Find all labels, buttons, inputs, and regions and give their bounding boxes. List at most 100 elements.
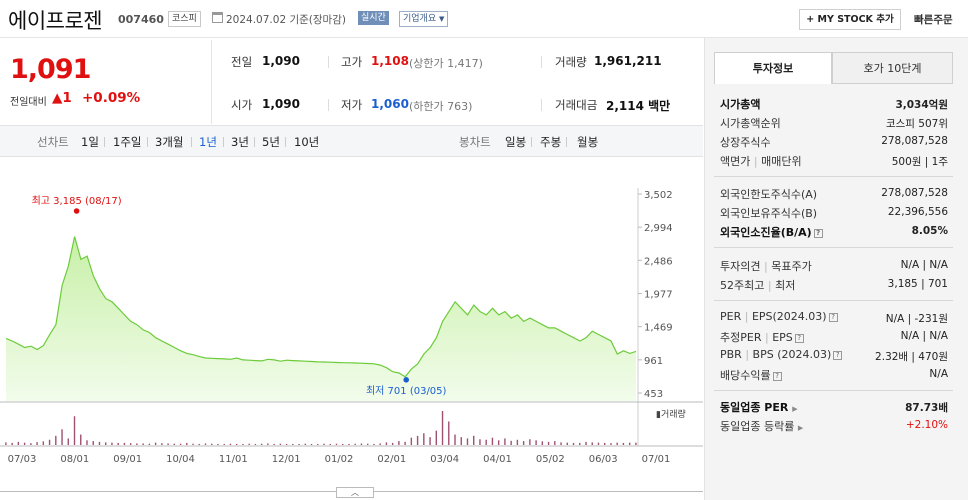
volume-bar [129, 443, 132, 445]
open-value: 1,090 [262, 97, 300, 111]
foreign-hold-label: 외국인보유주식수(B) [720, 207, 818, 220]
price-chart[interactable]: 3,502 2,994 2,486 1,977 1,469 961 453 ▮거래량 07/… [0, 158, 703, 488]
candle-monthly[interactable]: 월봉 [577, 135, 599, 149]
volume-bar [279, 443, 282, 445]
per-eps-label: PER | EPS(2024.03)? [720, 310, 838, 323]
volume-bar [217, 443, 219, 445]
volume-bar [254, 443, 257, 445]
listed-shares-value: 278,087,528 [881, 135, 948, 147]
period-1w[interactable]: 1주일 [113, 135, 142, 149]
foreign-ratio-row: 외국인소진율(B/A)? [720, 224, 823, 240]
amount-label: 거래대금 [555, 98, 598, 112]
volume-bar [148, 443, 151, 445]
industry-change-value: +2.10% [905, 419, 948, 431]
realtime-button[interactable]: 실시간 [358, 11, 389, 25]
volume-bar [423, 433, 425, 445]
volume-bar [466, 438, 469, 445]
volume-bar [42, 441, 45, 445]
volume-bar [48, 439, 51, 445]
industry-per-row[interactable]: 동일업종 PER ▶ [720, 399, 798, 415]
industry-change-row[interactable]: 동일업종 등락률 ▶ [720, 418, 803, 434]
date-label: 2024.07.02 기준(장마감) [226, 14, 346, 26]
volume-bar [142, 443, 144, 445]
volume-bar [285, 443, 288, 445]
candle-weekly[interactable]: 주봉 [540, 135, 562, 149]
period-1y-selected[interactable]: 1년 [199, 135, 217, 149]
change-label: 전일대비 [10, 97, 47, 108]
header [0, 0, 968, 38]
volume-bar [510, 440, 512, 445]
tab-quote-10[interactable]: 호가 10단계 [832, 52, 953, 84]
x-tick-label: 07/03 [8, 454, 37, 465]
volume-bar [379, 443, 381, 445]
help-icon[interactable]: ? [833, 351, 843, 360]
volume-bar [416, 435, 419, 445]
opinion-target-label: 투자의견 | 목표주가 [720, 260, 812, 273]
volume-bar [304, 443, 307, 445]
x-tick-label: 04/01 [483, 454, 512, 465]
volume-bar [273, 443, 275, 445]
volume-bar [497, 440, 500, 445]
bps-label: BPS (2024.03) [752, 348, 832, 361]
y-tick-label: 453 [644, 389, 663, 400]
period-5y[interactable]: 5년 [262, 135, 280, 149]
market-badge: 코스피 [168, 11, 201, 27]
period-10y[interactable]: 10년 [294, 135, 320, 149]
high-marker [73, 208, 80, 214]
low-value: 1,060 [371, 97, 409, 111]
x-tick-label: 01/02 [325, 454, 354, 465]
pbr-bps-value: 2.32배 | 470원 [875, 351, 948, 363]
my-stock-add-button[interactable]: + MY STOCK 추가 [799, 9, 901, 30]
tab-invest-info[interactable]: 투자정보 [714, 52, 832, 84]
industry-per-value: 87.73배 [905, 402, 948, 414]
volume-bar [604, 442, 606, 445]
volume-bar [354, 443, 356, 445]
y-tick-label: 2,994 [644, 223, 673, 234]
x-tick-label: 03/04 [430, 454, 459, 465]
calendar-icon [212, 12, 223, 23]
period-1d[interactable]: 1일 [81, 135, 99, 149]
volume-bar [579, 442, 581, 445]
low-label: 저가 [341, 98, 363, 112]
quick-order-button[interactable]: 빠른주문 [914, 14, 953, 26]
volume-bar [136, 443, 138, 445]
help-icon[interactable]: ? [828, 313, 838, 322]
period-3m[interactable]: 3개월 [155, 135, 184, 149]
help-icon[interactable]: ? [794, 334, 804, 343]
volume-bar [454, 434, 456, 445]
divider [211, 40, 212, 124]
volume-bar [36, 442, 38, 445]
per-eps-value: N/A | -231원 [885, 313, 948, 325]
volume-bar [267, 443, 269, 445]
market-cap-rank-value: 코스피 507위 [885, 118, 948, 130]
volume-bar [491, 437, 494, 445]
foreign-hold-value: 22,396,556 [887, 206, 948, 218]
collapse-chart-button[interactable]: ︿ [336, 487, 374, 498]
volume-bar [298, 443, 300, 445]
period-3y[interactable]: 3년 [231, 135, 249, 149]
volume-bar [410, 437, 413, 445]
upper-limit: (상한가 1,417) [409, 57, 483, 70]
help-icon[interactable]: ? [772, 372, 782, 381]
volume-bar [541, 441, 544, 445]
volume-bar [560, 442, 562, 445]
change-amount: ▲1 [52, 90, 72, 106]
company-overview-dropdown[interactable]: 기업개요 ▼ [399, 11, 449, 27]
divider [285, 137, 286, 147]
candle-daily[interactable]: 일봉 [505, 135, 527, 149]
divider [328, 99, 329, 111]
volume-bar [398, 441, 400, 445]
target-label: 목표주가 [771, 260, 812, 273]
volume-bar [192, 443, 194, 445]
volume-bar [429, 437, 431, 445]
y-tick-label: 961 [644, 356, 663, 367]
help-icon[interactable]: ? [813, 229, 823, 238]
open-label: 시가 [231, 98, 253, 112]
y-tick-label: 2,486 [644, 256, 673, 267]
industry-change-label: 동일업종 등락률 [720, 420, 795, 433]
week52-label: 52주최고 | 최저 [720, 279, 796, 292]
volume-bar [479, 439, 481, 445]
volume-bar [391, 442, 394, 445]
prev-close-value: 1,090 [262, 54, 300, 68]
amount-value: 2,114 백만 [606, 99, 671, 113]
